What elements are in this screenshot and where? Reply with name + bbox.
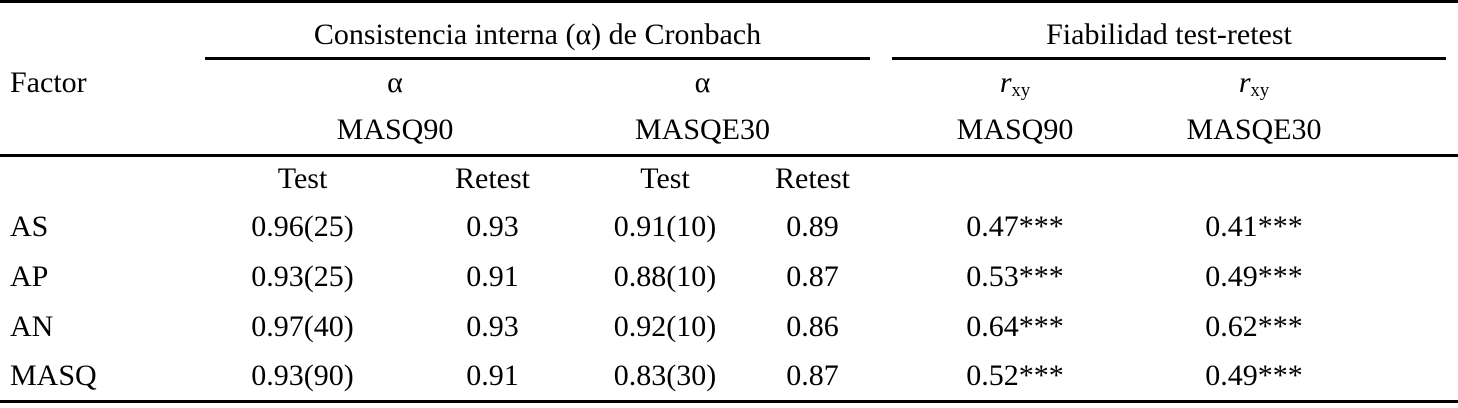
table-cell: 0.93(25) (251, 259, 354, 293)
r-subscript: xy (1250, 80, 1270, 102)
empty-cell (1150, 156, 1458, 202)
table-cell: 0.89 (786, 209, 839, 243)
table-cell: 0.52*** (966, 358, 1064, 392)
table-row: AP 0.93(25) 0.91 0.88(10) 0.87 0.53*** 0… (0, 252, 1458, 302)
table-row: AS 0.96(25) 0.93 0.91(10) 0.89 0.47*** 0… (0, 202, 1458, 252)
table-cell: 0.62*** (1205, 309, 1303, 343)
row-label: AN (10, 309, 54, 343)
table-cell: 0.92(10) (613, 309, 717, 343)
scale-label-rxy-masq90: MASQ90 (880, 105, 1150, 157)
rxy-header-masq90: rxy (880, 60, 1150, 106)
subheader-retest-masqe30: Retest (775, 162, 850, 196)
table-cell: 0.64*** (966, 309, 1064, 343)
table-cell: 0.41*** (1205, 209, 1303, 243)
row-label: AS (10, 209, 49, 243)
table-cell: 0.93 (466, 209, 519, 243)
table-cell: 0.91(10) (613, 209, 717, 243)
table-cell: 0.49*** (1205, 259, 1303, 293)
table-cell: 0.97(40) (251, 309, 354, 343)
r-symbol: r (999, 65, 1012, 99)
table-cell: 0.87 (786, 358, 839, 392)
r-subscript: xy (1011, 80, 1031, 102)
empty-cell (880, 156, 1150, 202)
table-cell: 0.83(30) (613, 358, 717, 392)
table-cell: 0.93 (466, 309, 519, 343)
scale-label-alpha-masq90: MASQ90 (205, 105, 585, 157)
table-row: AN 0.97(40) 0.93 0.92(10) 0.86 0.64*** 0… (0, 302, 1458, 352)
table-row: MASQ 0.93(90) 0.91 0.83(30) 0.87 0.52***… (0, 352, 1458, 402)
r-symbol: r (1238, 65, 1251, 99)
group-header-row: Consistencia interna (α) de Cronbach Fia… (0, 2, 1458, 60)
empty-cell (0, 156, 205, 202)
group-header-test-retest: Fiabilidad test-retest (880, 2, 1458, 60)
group-header-consistency-label: Consistencia interna (α) de Cronbach (205, 18, 870, 60)
subheader-retest-masq90: Retest (455, 162, 530, 196)
row-label: AP (10, 259, 49, 293)
alpha-header-masqe30: α (694, 65, 711, 99)
empty-cell (0, 2, 205, 60)
condition-header-row: Test Retest Test Retest (0, 156, 1458, 202)
table-cell: 0.88(10) (613, 259, 717, 293)
empty-cell (0, 105, 205, 157)
table-cell: 0.47*** (966, 209, 1064, 243)
factor-column-header: Factor (10, 65, 87, 99)
alpha-header-masq90: α (387, 65, 403, 99)
table-cell: 0.93(90) (251, 358, 354, 392)
row-label: MASQ (10, 358, 97, 392)
group-header-test-retest-label: Fiabilidad test-retest (892, 18, 1446, 60)
table-cell: 0.53*** (966, 259, 1064, 293)
scale-label-alpha-masqe30: MASQE30 (585, 105, 880, 157)
subheader-test-masq90: Test (277, 162, 328, 196)
table-cell: 0.91 (466, 259, 519, 293)
scale-header-row: MASQ90 MASQE30 MASQ90 MASQE30 (0, 105, 1458, 157)
table-cell: 0.86 (786, 309, 839, 343)
scale-label-rxy-masqe30: MASQE30 (1150, 105, 1458, 157)
table-cell: 0.49*** (1205, 358, 1303, 392)
table-cell: 0.87 (786, 259, 839, 293)
table-cell: 0.96(25) (251, 209, 354, 243)
subheader-test-masqe30: Test (640, 162, 690, 196)
rxy-header-masqe30: rxy (1150, 60, 1458, 106)
group-header-consistency: Consistencia interna (α) de Cronbach (205, 2, 880, 60)
table-cell: 0.91 (466, 358, 519, 392)
symbol-header-row: Factor α α rxy rxy (0, 60, 1458, 106)
